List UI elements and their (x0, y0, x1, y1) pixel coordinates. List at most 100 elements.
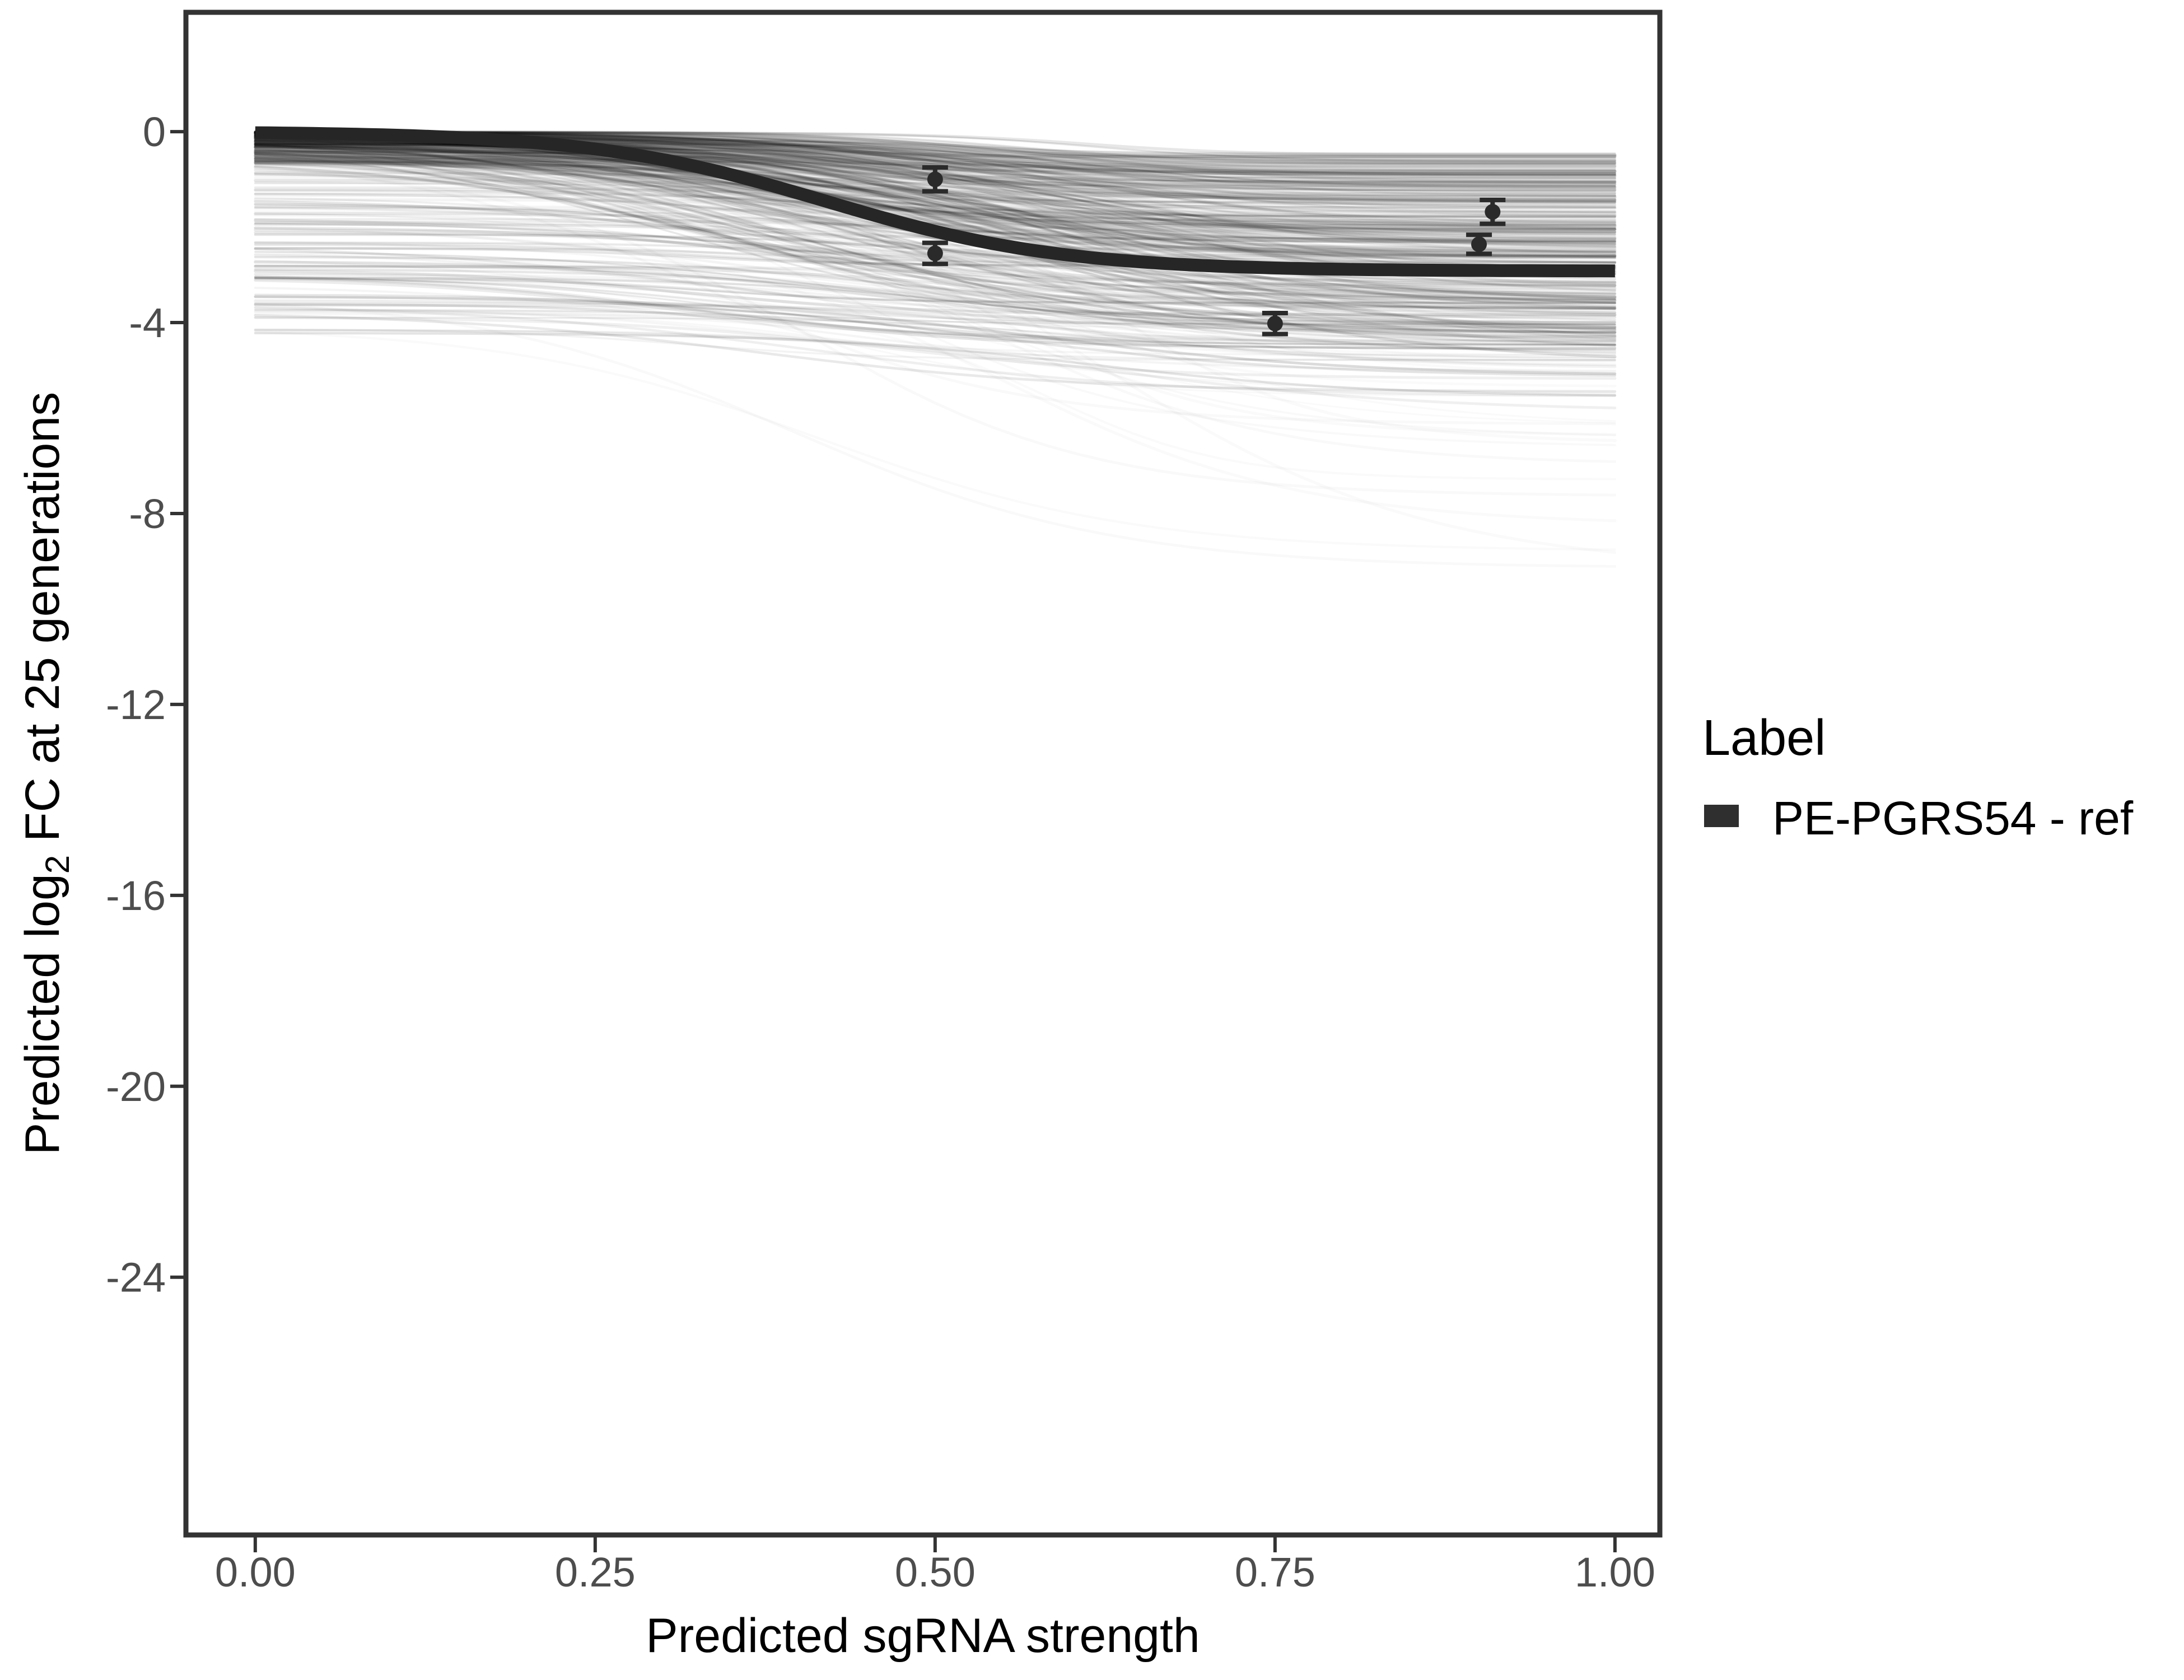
posterior-sample-curve (254, 155, 1617, 339)
posterior-sample-curve (254, 276, 1617, 305)
data-point-dot (1471, 236, 1487, 253)
posterior-sample-curve (254, 161, 1617, 257)
posterior-sample-curve (254, 152, 1616, 171)
posterior-sample-curve (254, 279, 1617, 343)
posterior-sample-curve (254, 264, 1616, 324)
posterior-sample-curve (254, 136, 1616, 310)
posterior-sample-curve (254, 189, 1617, 253)
posterior-sample-curve (254, 329, 1616, 361)
posterior-sample-curve (254, 273, 1617, 352)
error-bar-point (1262, 310, 1288, 337)
posterior-sample-curve (254, 299, 1617, 368)
axes: 0 -4 -8 -12 -16 -20 -24 0.00 0.25 0.50 0.75 1.00 (106, 10, 1663, 1595)
posterior-sample-curve (254, 277, 1616, 325)
y-axis-title: Predicted log2 FC at 25 generations (16, 392, 76, 1155)
error-bar-point (922, 240, 948, 267)
posterior-sample-curve (254, 157, 1617, 249)
posterior-sample-curve (254, 146, 1617, 209)
posterior-sample-curve (254, 160, 1617, 295)
y-tick-label: -8 (129, 491, 166, 537)
posterior-sample-curve (254, 142, 1617, 227)
x-axis-title: Predicted sgRNA strength (646, 1609, 1200, 1663)
posterior-sample-curve (254, 166, 1617, 298)
fit-curve (255, 126, 1615, 278)
posterior-sample-curve (254, 131, 1616, 159)
x-tick-label: 0.25 (555, 1549, 636, 1595)
posterior-sample-curve (254, 304, 1617, 324)
fit-curve-layer (255, 126, 1615, 278)
posterior-sample-curve (254, 130, 1617, 202)
posterior-sample-curve (254, 143, 1617, 253)
posterior-sample-curve (254, 130, 1617, 162)
y-tick-label: -4 (129, 300, 166, 346)
x-tick-label: 0.00 (215, 1549, 296, 1595)
posterior-sample-curve (254, 151, 1617, 338)
posterior-sample-curve (254, 160, 1616, 308)
posterior-sample-curve (254, 303, 1617, 349)
posterior-sample-curve (254, 140, 1616, 323)
posterior-sample-curve (254, 332, 1616, 396)
posterior-sample-curve (254, 148, 1617, 164)
posterior-sample-curve (254, 268, 1616, 354)
posterior-sample-curve (254, 142, 1616, 337)
y-tick-label: 0 (143, 109, 166, 155)
posterior-sample-curve (254, 131, 1616, 162)
posterior-sample-curve (254, 153, 1616, 325)
data-point-dot (927, 171, 943, 188)
posterior-sample-curve (254, 316, 1616, 359)
posterior-sample-curve (254, 147, 1616, 314)
posterior-sample-curve (254, 314, 1617, 393)
posterior-sample-curve (254, 277, 1616, 304)
posterior-sample-curve (254, 136, 1617, 338)
error-bar-points (922, 165, 1506, 337)
posterior-sample-curve (254, 306, 1617, 397)
posterior-sample-curve (254, 162, 1617, 353)
posterior-sample-curve (254, 198, 1617, 216)
y-tick-label: -20 (106, 1063, 166, 1110)
legend-entry-label: PE-PGRS54 - ref (1772, 792, 2134, 844)
posterior-sample-curve (254, 309, 1616, 346)
posterior-sample-curve (254, 130, 1616, 155)
posterior-sample-curve (254, 138, 1617, 231)
posterior-sample-curve (254, 188, 1617, 239)
x-tick-label: 0.50 (895, 1549, 976, 1595)
posterior-sample-curve (254, 139, 1616, 242)
posterior-sample-curve (254, 295, 1617, 375)
posterior-sample-curve (254, 130, 1616, 188)
x-tick-label: 0.75 (1235, 1549, 1315, 1595)
posterior-sample-curve (254, 161, 1617, 234)
posterior-sample-curve (254, 161, 1617, 347)
posterior-sample-curve (254, 152, 1617, 337)
posterior-sample-curve (254, 162, 1616, 310)
posterior-sample-curve (254, 142, 1617, 269)
legend: Label PE-PGRS54 - ref (1702, 710, 2134, 844)
y-axis-title-pre: Predicted log (16, 874, 69, 1155)
error-bar-point (922, 165, 948, 194)
posterior-sample-curve (254, 218, 1617, 310)
posterior-sample-curve (254, 146, 1617, 173)
posterior-sample-curve (254, 148, 1617, 234)
posterior-sample-curve (254, 182, 1616, 203)
posterior-sample-curve (254, 147, 1617, 303)
posterior-sample-curve (254, 146, 1617, 258)
posterior-sample-curve (254, 157, 1617, 217)
posterior-sample-curve (254, 251, 1616, 329)
posterior-sample-curve (254, 145, 1617, 284)
posterior-sample-curve (254, 276, 1616, 351)
posterior-sample-curve (254, 153, 1616, 233)
posterior-sample-curve (254, 302, 1616, 346)
posterior-sample-curve (254, 205, 1616, 236)
legend-title: Label (1702, 710, 1826, 766)
posterior-sample-curve (254, 276, 1616, 343)
posterior-sample-curve (254, 144, 1616, 221)
posterior-sample-curve (254, 222, 1616, 300)
posterior-sample-curve (254, 226, 1617, 308)
data-point-dot (927, 245, 943, 262)
posterior-sample-curve (254, 139, 1617, 334)
posterior-sample-curve (254, 222, 1616, 284)
posterior-sample-curve (254, 165, 1616, 292)
posterior-sample-curve (254, 192, 1616, 213)
posterior-sample-curve (254, 134, 1617, 231)
posterior-sample-curve (254, 293, 1616, 325)
